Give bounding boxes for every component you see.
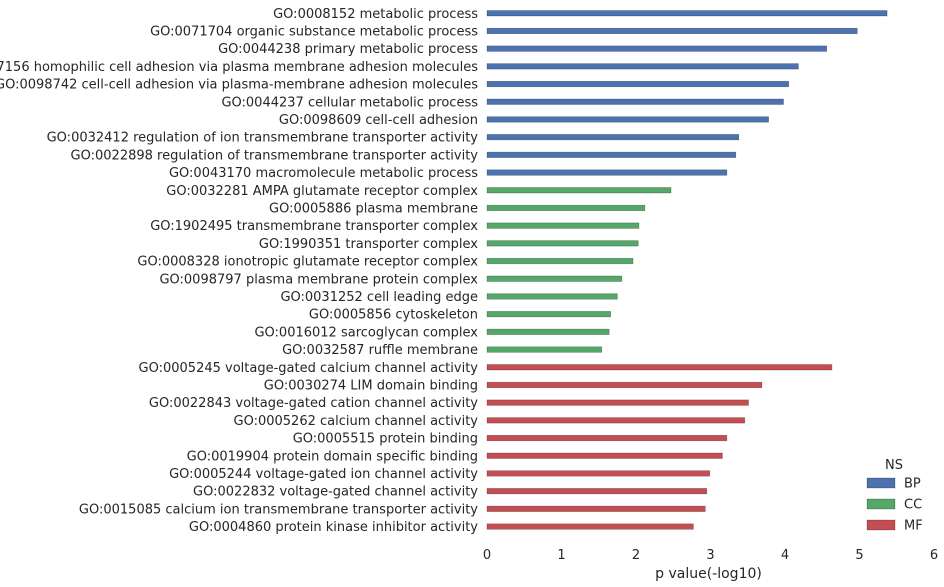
y-tick-label: GO:0032412 regulation of ion transmembra… bbox=[47, 131, 479, 146]
y-tick-label: GO:0071704 organic substance metabolic p… bbox=[150, 24, 478, 39]
bar-cc bbox=[486, 222, 640, 229]
bar-mf bbox=[486, 434, 728, 442]
y-tick-label: GO:0005515 protein binding bbox=[293, 432, 478, 447]
bar-cc bbox=[486, 187, 672, 194]
legend-title: NS bbox=[885, 458, 903, 473]
bar-bp bbox=[486, 63, 799, 70]
y-tick-label: GO:0015085 calcium ion transmembrane tra… bbox=[79, 502, 478, 517]
bar-bp bbox=[486, 151, 737, 158]
bar-bp bbox=[486, 134, 740, 141]
x-tick-label: 2 bbox=[632, 548, 640, 563]
y-tick-labels: GO:0008152 metabolic process GO:0071704 o… bbox=[0, 7, 478, 535]
bar-cc bbox=[486, 204, 646, 211]
bar-cc bbox=[486, 293, 618, 300]
bar-cc bbox=[486, 311, 611, 318]
y-tick-label: GO:0016012 sarcoglycan complex bbox=[254, 325, 478, 340]
bar-mf bbox=[486, 470, 711, 477]
legend-swatch-mf bbox=[866, 519, 896, 531]
x-tick-labels: 0 1 2 3 4 5 6 bbox=[483, 548, 938, 563]
y-tick-label: GO:0005856 cytoskeleton bbox=[309, 308, 478, 323]
x-axis-title: p value(-log10) bbox=[655, 566, 762, 582]
y-tick-label: GO:0098609 cell-cell adhesion bbox=[279, 113, 478, 128]
bar-mf bbox=[486, 452, 723, 459]
bar-mf bbox=[486, 399, 749, 406]
y-tick-label: GO:0022843 voltage-gated cation channel … bbox=[149, 396, 478, 411]
bar-mf bbox=[486, 417, 746, 424]
x-tick-label: 4 bbox=[781, 548, 789, 563]
y-tick-label: GO:0005262 calcium channel activity bbox=[234, 414, 479, 429]
bar-mf bbox=[486, 488, 708, 495]
y-tick-label: GO:0019904 protein domain specific bindi… bbox=[187, 449, 478, 464]
bar-mf bbox=[486, 364, 833, 371]
bar-bp bbox=[486, 98, 784, 105]
y-tick-label: GO:0008328 ionotropic glutamate receptor… bbox=[137, 255, 478, 270]
legend-label-mf: MF bbox=[904, 519, 923, 534]
x-tick-label: 0 bbox=[483, 548, 491, 563]
y-tick-label: GO:0032587 ruffle membrane bbox=[282, 343, 478, 358]
y-tick-label: GO:0005245 voltage-gated calcium channel… bbox=[139, 361, 479, 376]
y-tick-label: GO:0043170 macromolecule metabolic proce… bbox=[169, 166, 478, 181]
y-tick-label: GO:0008152 metabolic process bbox=[273, 7, 478, 22]
x-tick-label: 6 bbox=[930, 548, 938, 563]
y-tick-label: GO:0022898 regulation of transmembrane t… bbox=[71, 148, 479, 163]
legend-swatch-bp bbox=[866, 477, 896, 489]
y-tick-label: GO:0044237 cellular metabolic process bbox=[221, 95, 478, 110]
y-tick-label: GO:0031252 cell leading edge bbox=[280, 290, 478, 305]
bar-mf bbox=[486, 381, 763, 389]
legend-label-cc: CC bbox=[904, 498, 922, 513]
x-tick-label: 5 bbox=[855, 548, 863, 563]
bar-bp bbox=[486, 10, 888, 17]
y-tick-label: GO:0004860 protein kinase inhibitor acti… bbox=[189, 520, 478, 535]
y-tick-label: GO:0044238 primary metabolic process bbox=[218, 42, 478, 57]
bar-mf bbox=[486, 523, 694, 530]
bar-bp bbox=[486, 169, 728, 176]
bar-group bbox=[486, 10, 888, 530]
y-tick-label: GO:1990351 transporter complex bbox=[259, 237, 478, 252]
y-tick-label: GO:0098742 cell-cell adhesion via plasma… bbox=[0, 78, 478, 93]
legend-swatch-cc bbox=[866, 498, 896, 510]
bar-cc bbox=[486, 240, 639, 247]
legend: NS BP CC MF bbox=[866, 458, 923, 534]
y-tick-label: GO:0098797 plasma membrane protein compl… bbox=[159, 272, 478, 287]
y-tick-label: GO:0005244 voltage-gated ion channel act… bbox=[169, 467, 478, 482]
y-tick-label: GO:0030274 LIM domain binding bbox=[264, 378, 478, 393]
y-tick-label: GO:0005886 plasma membrane bbox=[269, 201, 478, 216]
y-tick-label: GO:0032281 AMPA glutamate receptor compl… bbox=[166, 184, 478, 199]
bar-cc bbox=[486, 257, 634, 265]
bar-mf bbox=[486, 505, 706, 512]
bar-cc bbox=[486, 275, 623, 282]
x-tick-label: 1 bbox=[557, 548, 565, 563]
bar-cc bbox=[486, 346, 603, 353]
bar-bp bbox=[486, 81, 790, 88]
bar-bp bbox=[486, 116, 769, 123]
bar-bp bbox=[486, 45, 828, 52]
legend-label-bp: BP bbox=[904, 477, 921, 492]
bar-bp bbox=[486, 27, 858, 35]
bar-cc bbox=[486, 328, 610, 335]
x-tick-label: 3 bbox=[706, 548, 714, 563]
y-tick-label: GO:0007156 homophilic cell adhesion via … bbox=[0, 60, 478, 75]
y-tick-label: GO:0022832 voltage-gated channel activit… bbox=[193, 485, 478, 500]
y-tick-label: GO:1902495 transmembrane transporter com… bbox=[150, 219, 478, 234]
